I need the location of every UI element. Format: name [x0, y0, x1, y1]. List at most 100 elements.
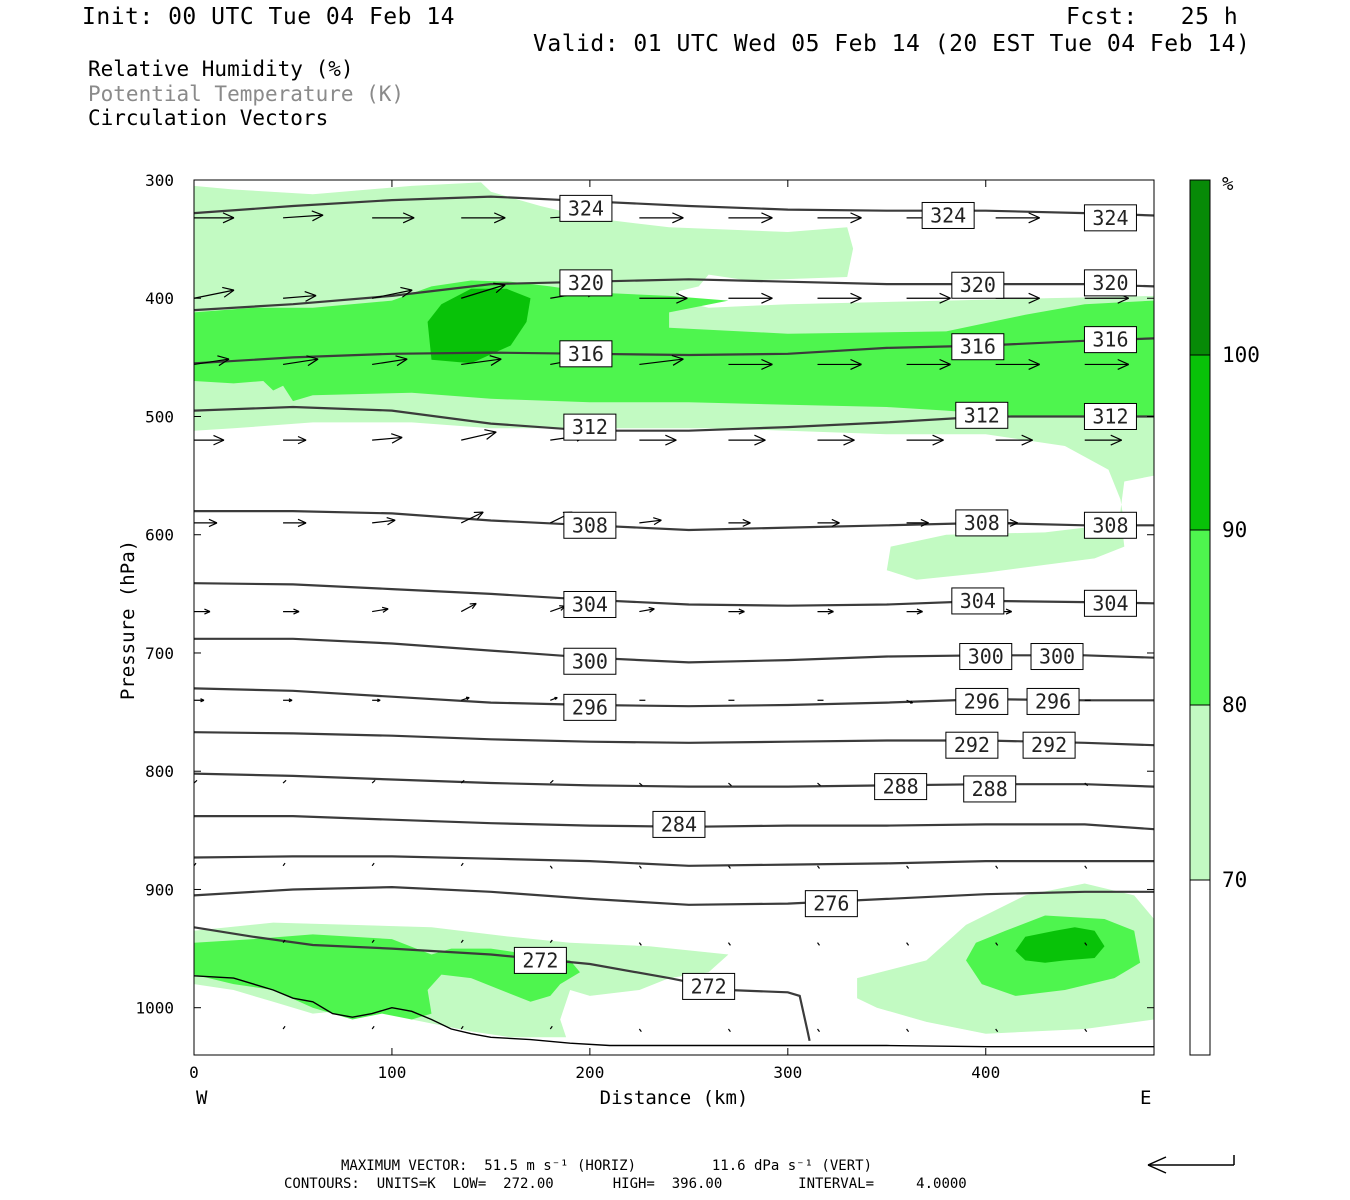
circulation-vector [282, 862, 286, 867]
circulation-vector [194, 434, 225, 446]
circulation-vector [728, 292, 773, 304]
circulation-vector [460, 939, 464, 944]
x-tick-label: 200 [575, 1063, 604, 1082]
isentrope-296 [193, 687, 1154, 708]
circulation-vector [995, 865, 999, 869]
svg-text:308: 308 [964, 511, 1000, 535]
svg-text:320: 320 [960, 273, 996, 297]
max-vector-note: MAXIMUM VECTOR: 51.5 m s⁻¹ (HORIZ) 11.6 … [341, 1158, 873, 1174]
x-tick-label: 0 [189, 1063, 199, 1082]
rh-shading-layer [194, 182, 1154, 1038]
forecast-hour: Fcst: 25 h [1066, 4, 1239, 30]
svg-text:296: 296 [572, 695, 608, 719]
circulation-vector [728, 608, 745, 615]
colorbar-unit: % [1222, 173, 1234, 195]
contour-label: 272 [513, 946, 567, 974]
circulation-vector [283, 290, 317, 302]
colorbar-swatch [1189, 354, 1211, 531]
circulation-vector [906, 699, 914, 704]
contour-label: 300 [959, 643, 1013, 671]
circulation-vector [906, 942, 910, 946]
circulation-vector [817, 608, 834, 615]
svg-text:288: 288 [972, 777, 1008, 801]
circulation-vector [460, 511, 484, 524]
circulation-vector [728, 782, 732, 787]
contour-label: 316 [559, 340, 613, 368]
circulation-vector [1084, 942, 1088, 946]
circulation-vector [995, 358, 1040, 370]
circulation-vector [283, 435, 307, 445]
colorbar-level-label: 100 [1222, 343, 1260, 367]
circulation-vector [283, 210, 324, 222]
rh-region-dark [427, 288, 531, 364]
circulation-vector [283, 698, 293, 703]
svg-text:304: 304 [572, 592, 608, 616]
isentrope-308 [194, 510, 1154, 532]
circulation-vector [549, 779, 554, 784]
svg-text:292: 292 [1031, 733, 1067, 757]
terrain-line [193, 975, 1154, 1048]
x-tick-label: 100 [377, 1063, 406, 1082]
y-axis-title: Pressure (hPa) [117, 540, 139, 700]
colorbar-level-label: 70 [1222, 868, 1247, 892]
circulation-vector [817, 358, 862, 370]
circulation-vector [906, 434, 944, 446]
circulation-vector [1084, 358, 1129, 370]
circulation-vector [372, 433, 403, 444]
colorbar-swatch [1189, 179, 1211, 356]
circulation-vector [728, 518, 751, 527]
contour-label: 304 [563, 590, 617, 618]
contour-label: 296 [955, 687, 1009, 715]
svg-text:312: 312 [572, 415, 608, 439]
circulation-vector [460, 602, 477, 613]
svg-text:292: 292 [954, 733, 990, 757]
x-axis-title: Distance (km) [600, 1087, 749, 1109]
isentrope-layer [193, 195, 1155, 1048]
svg-text:324: 324 [568, 196, 604, 220]
circulation-vector [995, 212, 1040, 224]
circulation-vector [460, 1025, 464, 1030]
circulation-vector [906, 1028, 910, 1033]
svg-text:272: 272 [522, 948, 558, 972]
isentrope-316 [193, 337, 1155, 365]
svg-text:324: 324 [930, 203, 966, 227]
svg-text:300: 300 [968, 645, 1004, 669]
contour-label: 276 [804, 890, 858, 918]
circulation-vector [728, 434, 766, 446]
y-tick-label: 300 [145, 171, 174, 190]
contour-label: 312 [563, 413, 617, 441]
circulation-vector [995, 942, 999, 946]
circulation-vector [906, 608, 923, 615]
isentrope-276 [193, 885, 1154, 906]
svg-text:284: 284 [661, 812, 697, 836]
svg-text:276: 276 [813, 892, 849, 916]
isentrope-324 [193, 195, 1155, 217]
circulation-vector [1084, 865, 1088, 869]
y-tick-label: 700 [145, 644, 174, 663]
rh-region-dark [1015, 927, 1105, 963]
circulation-vector [1084, 434, 1122, 446]
contour-label: 324 [1083, 204, 1137, 232]
contour-label: 272 [682, 972, 736, 1000]
contour-label: 308 [955, 509, 1009, 537]
circulation-vector [371, 862, 375, 867]
svg-text:272: 272 [691, 974, 727, 998]
circulation-vector [371, 779, 376, 784]
circulation-vector [371, 939, 375, 944]
circulation-vector [638, 865, 642, 869]
contour-label: 308 [1083, 511, 1137, 539]
svg-text:288: 288 [883, 775, 919, 799]
x-tick-label: 300 [773, 1063, 802, 1082]
circulation-vector [460, 862, 464, 867]
contour-label: 312 [1083, 402, 1137, 430]
svg-text:304: 304 [1092, 591, 1128, 615]
circulation-vector [639, 606, 655, 613]
svg-text:316: 316 [568, 342, 604, 366]
circulation-vector [372, 698, 381, 703]
contour-label: 320 [951, 271, 1005, 299]
circulation-vector [817, 434, 855, 446]
circulation-vector [906, 518, 929, 527]
circulation-vector [728, 212, 773, 224]
circulation-vector [639, 434, 677, 446]
colorbar-swatch [1189, 529, 1211, 706]
